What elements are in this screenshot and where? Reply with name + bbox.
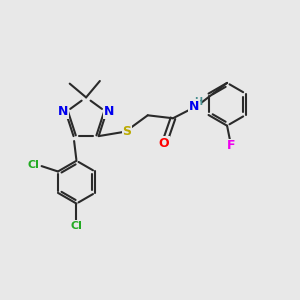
Text: S: S bbox=[122, 125, 131, 138]
Text: N: N bbox=[103, 105, 114, 118]
Text: F: F bbox=[227, 140, 235, 152]
Text: Cl: Cl bbox=[27, 160, 39, 170]
Text: N: N bbox=[58, 105, 69, 118]
Text: N: N bbox=[189, 100, 199, 113]
Text: H: H bbox=[194, 97, 202, 107]
Text: Cl: Cl bbox=[70, 221, 83, 231]
Text: O: O bbox=[159, 137, 170, 150]
